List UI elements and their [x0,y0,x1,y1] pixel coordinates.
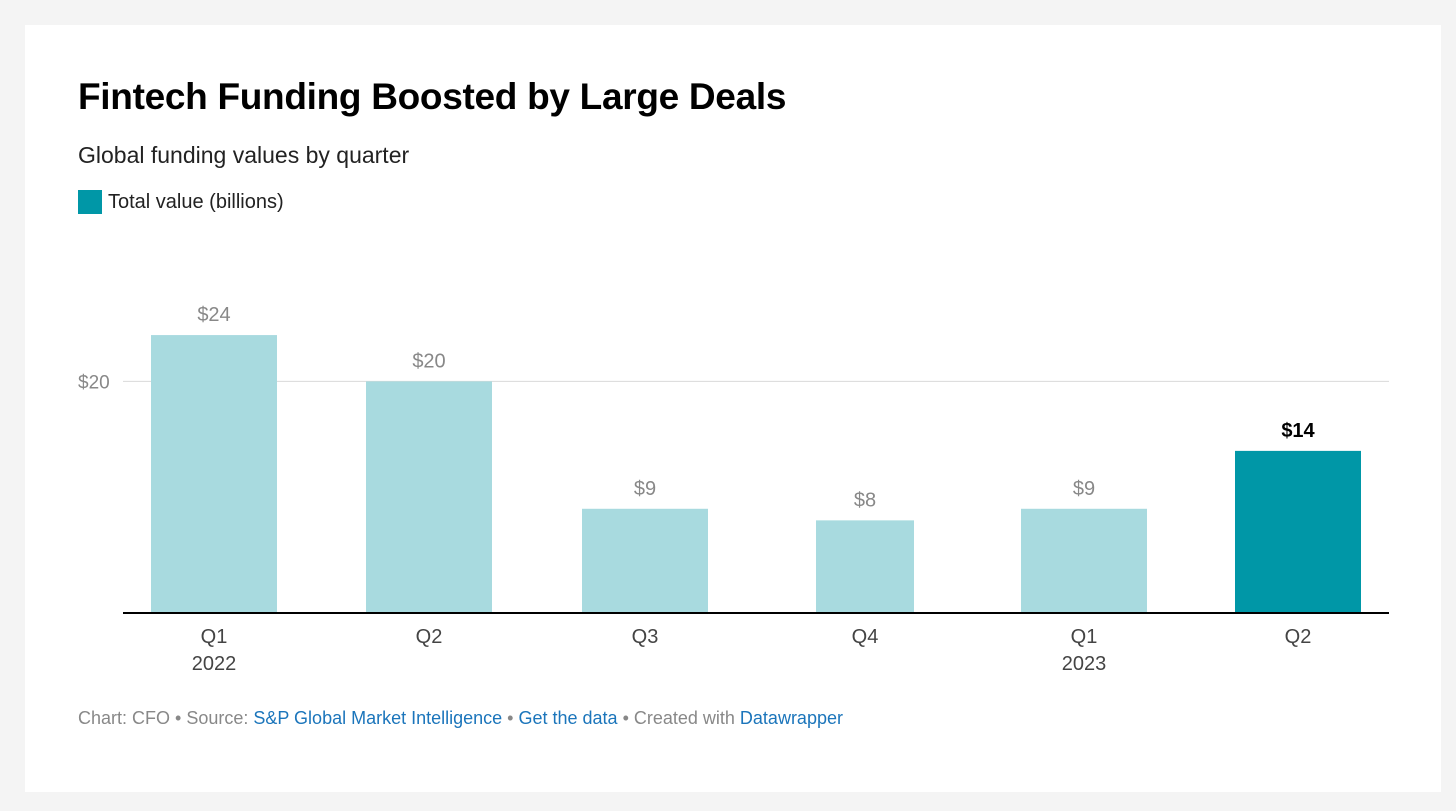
bar [1235,450,1361,613]
footer-separator: • [502,708,519,728]
chart-title: Fintech Funding Boosted by Large Deals [78,76,787,117]
bar [816,520,914,613]
bar-value-label: $9 [634,478,656,500]
source-link[interactable]: S&P Global Market Intelligence [253,708,503,728]
bar-value-label: $14 [1281,420,1315,442]
bar [1021,508,1147,613]
x-tick-label: Q1 [1071,626,1098,648]
footer-credit: Chart: CFO • Source: [78,708,254,728]
get-data-link[interactable]: Get the data [518,708,618,728]
bar [366,381,492,613]
footer-created-with: • Created with [617,708,740,728]
bar-value-label: $9 [1073,478,1095,500]
legend-swatch [78,190,102,214]
legend: Total value (billions) [78,190,284,214]
x-tick-year-label: 2023 [1062,653,1107,675]
x-tick-label: Q2 [1285,626,1312,648]
bar [151,335,277,613]
y-tick-label: $20 [78,372,110,393]
legend-label: Total value (billions) [108,190,284,213]
bar-value-label: $8 [854,489,876,511]
bar-value-label: $20 [412,350,445,372]
x-tick-label: Q1 [201,626,228,648]
chart-footer: Chart: CFO • Source: S&P Global Market I… [78,708,843,729]
x-tick-label: Q2 [416,626,443,648]
x-tick-label: Q4 [852,626,879,648]
x-tick-label: Q3 [632,626,659,648]
x-tick-year-label: 2022 [192,653,237,675]
chart-subtitle: Global funding values by quarter [78,142,410,168]
datawrapper-link[interactable]: Datawrapper [739,708,843,728]
bar-value-label: $24 [197,304,230,326]
bar [582,508,708,613]
